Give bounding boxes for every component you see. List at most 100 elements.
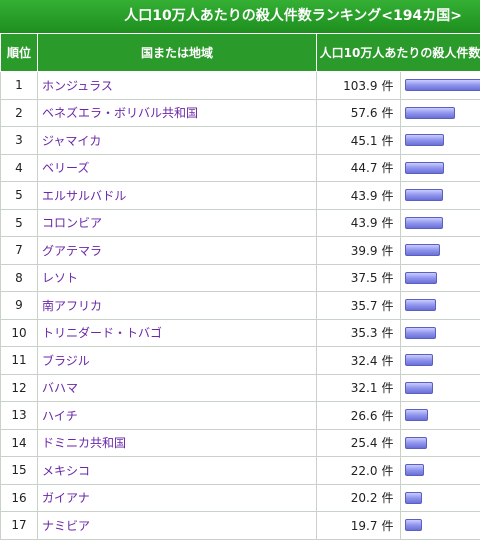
- value-bar: [405, 134, 444, 146]
- rank-cell: 8: [1, 264, 38, 292]
- table-header-row: 順位 国または地域 人口10万人あたりの殺人件数: [1, 34, 480, 72]
- rank-cell: 3: [1, 127, 38, 155]
- country-link[interactable]: ガイアナ: [42, 491, 90, 505]
- country-cell: コロンビア: [38, 209, 317, 237]
- ranking-title: 人口10万人あたりの殺人件数ランキング<194カ国>: [0, 0, 480, 33]
- value-number: 32.4: [351, 354, 378, 368]
- value-bar: [405, 162, 444, 174]
- rank-cell: 4: [1, 154, 38, 182]
- country-link[interactable]: エルサルバドル: [42, 189, 126, 203]
- rank-cell: 15: [1, 457, 38, 485]
- rank-cell: 16: [1, 484, 38, 512]
- country-link[interactable]: レソト: [42, 271, 78, 285]
- value-unit: 件: [381, 519, 393, 533]
- country-cell: ジャマイカ: [38, 127, 317, 155]
- value-bar: [405, 107, 455, 119]
- bar-cell: [400, 154, 480, 182]
- bar-cell: [400, 429, 480, 457]
- value-unit: 件: [381, 161, 393, 175]
- country-link[interactable]: コロンビア: [42, 216, 102, 230]
- country-link[interactable]: グアテマラ: [42, 244, 102, 258]
- country-cell: ベリーズ: [38, 154, 317, 182]
- value-bar: [405, 244, 440, 256]
- value-unit: 件: [381, 436, 393, 450]
- value-unit: 件: [381, 491, 393, 505]
- country-link[interactable]: ナミビア: [42, 519, 90, 533]
- value-bar: [405, 189, 443, 201]
- country-link[interactable]: バハマ: [42, 381, 78, 395]
- value-number: 43.9: [351, 189, 378, 203]
- value-number: 45.1: [351, 134, 378, 148]
- country-link[interactable]: ベリーズ: [42, 161, 89, 175]
- country-cell: レソト: [38, 264, 317, 292]
- bar-cell: [400, 182, 480, 210]
- table-row: 1 ホンジュラス 103.9 件: [1, 72, 480, 100]
- bar-cell: [400, 99, 480, 127]
- rank-cell: 5: [1, 209, 38, 237]
- country-cell: バハマ: [38, 374, 317, 402]
- bar-cell: [400, 72, 480, 100]
- value-unit: 件: [381, 79, 393, 93]
- value-bar: [405, 464, 424, 476]
- value-bar: [405, 409, 428, 421]
- value-number: 20.2: [351, 491, 378, 505]
- ranking-title-text: 人口10万人あたりの殺人件数ランキング<194カ国>: [124, 8, 462, 24]
- value-unit: 件: [381, 464, 393, 478]
- value-number: 39.9: [351, 244, 378, 258]
- column-header-value: 人口10万人あたりの殺人件数: [317, 34, 480, 72]
- rank-cell: 1: [1, 72, 38, 100]
- country-link[interactable]: ハイチ: [42, 409, 78, 423]
- value-unit: 件: [381, 244, 393, 258]
- rank-cell: 9: [1, 292, 38, 320]
- value-bar: [405, 217, 443, 229]
- country-cell: メキシコ: [38, 457, 317, 485]
- country-link[interactable]: ベネズエラ・ボリバル共和国: [42, 106, 198, 120]
- country-link[interactable]: トリニダード・トバゴ: [42, 326, 162, 340]
- country-link[interactable]: ジャマイカ: [42, 134, 101, 148]
- country-cell: ガイアナ: [38, 484, 317, 512]
- value-unit: 件: [381, 106, 393, 120]
- rank-cell: 7: [1, 237, 38, 265]
- country-link[interactable]: メキシコ: [42, 464, 90, 478]
- country-link[interactable]: 南アフリカ: [42, 299, 102, 313]
- country-cell: ナミビア: [38, 512, 317, 540]
- value-bar: [405, 327, 436, 339]
- value-cell: 103.9 件: [317, 72, 401, 100]
- value-bar: [405, 519, 422, 531]
- value-unit: 件: [381, 134, 393, 148]
- value-number: 35.3: [351, 326, 378, 340]
- rank-cell: 5: [1, 182, 38, 210]
- rank-cell: 14: [1, 429, 38, 457]
- country-cell: ハイチ: [38, 402, 317, 430]
- country-link[interactable]: ドミニカ共和国: [42, 436, 126, 450]
- value-unit: 件: [381, 381, 393, 395]
- value-number: 103.9: [343, 79, 377, 93]
- bar-cell: [400, 347, 480, 375]
- value-number: 25.4: [351, 436, 378, 450]
- value-number: 22.0: [351, 464, 378, 478]
- rank-cell: 2: [1, 99, 38, 127]
- value-number: 57.6: [351, 106, 378, 120]
- country-link[interactable]: ブラジル: [42, 354, 90, 368]
- rank-cell: 17: [1, 512, 38, 540]
- country-link[interactable]: ホンジュラス: [42, 79, 113, 93]
- value-bar: [405, 272, 437, 284]
